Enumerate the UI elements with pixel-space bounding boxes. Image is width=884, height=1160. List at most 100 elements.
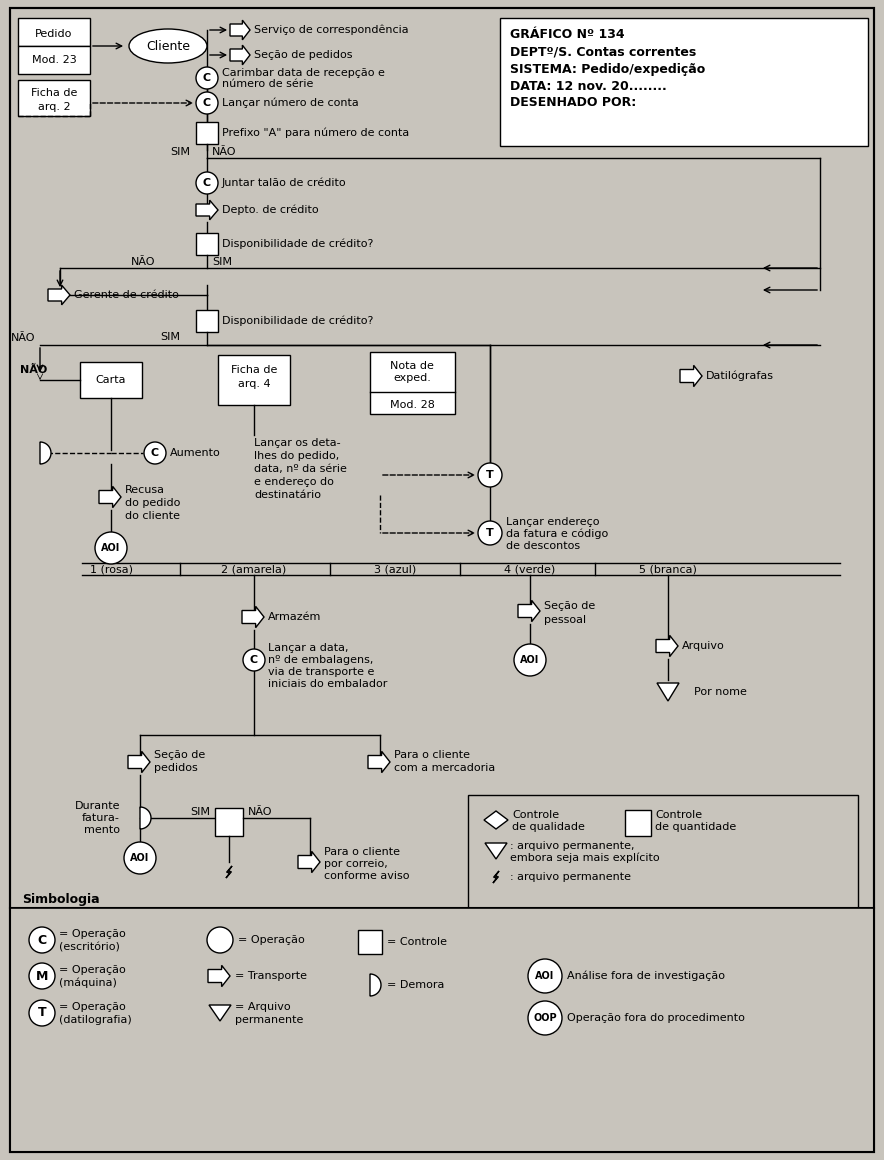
Circle shape xyxy=(207,927,233,954)
Text: = Controle: = Controle xyxy=(387,937,447,947)
Text: Operação fora do procedimento: Operação fora do procedimento xyxy=(567,1013,745,1023)
Text: T: T xyxy=(486,470,494,480)
Text: NÃO: NÃO xyxy=(20,365,47,375)
Circle shape xyxy=(514,644,546,676)
Polygon shape xyxy=(242,607,264,628)
Text: embora seja mais explícito: embora seja mais explícito xyxy=(510,853,659,863)
Polygon shape xyxy=(196,201,218,220)
Text: M: M xyxy=(36,970,49,983)
Polygon shape xyxy=(140,807,151,829)
Polygon shape xyxy=(493,871,499,883)
Text: C: C xyxy=(203,177,211,188)
Bar xyxy=(358,930,382,954)
Text: e endereço do: e endereço do xyxy=(254,477,334,487)
Text: 4 (verde): 4 (verde) xyxy=(505,564,556,574)
Bar xyxy=(196,122,218,144)
Text: por correio,: por correio, xyxy=(324,860,388,869)
Text: AOI: AOI xyxy=(536,971,554,981)
Text: (escritório): (escritório) xyxy=(59,942,120,952)
Text: mento: mento xyxy=(84,825,120,835)
Text: Serviço de correspondência: Serviço de correspondência xyxy=(254,24,408,35)
Text: pessoal: pessoal xyxy=(544,615,586,625)
Text: Lançar a data,: Lançar a data, xyxy=(268,643,348,653)
Text: = Operação: = Operação xyxy=(59,1002,126,1012)
Polygon shape xyxy=(298,851,320,872)
Bar xyxy=(80,362,142,398)
Text: T: T xyxy=(38,1007,46,1020)
Text: Recusa: Recusa xyxy=(125,485,165,495)
Text: Disponibilidade de crédito?: Disponibilidade de crédito? xyxy=(222,239,373,249)
Text: = Demora: = Demora xyxy=(387,980,445,989)
Circle shape xyxy=(29,1000,55,1025)
Text: Mod. 23: Mod. 23 xyxy=(32,55,76,65)
Text: Armazém: Armazém xyxy=(268,612,322,622)
Text: Durante: Durante xyxy=(74,802,120,811)
Bar xyxy=(218,355,290,405)
Text: Mod. 28: Mod. 28 xyxy=(390,400,434,409)
Text: Juntar talão de crédito: Juntar talão de crédito xyxy=(222,177,347,188)
Text: Carta: Carta xyxy=(95,375,126,385)
Text: da fatura e código: da fatura e código xyxy=(506,529,608,539)
Bar xyxy=(18,46,90,74)
Text: = Operação: = Operação xyxy=(238,935,305,945)
Text: conforme aviso: conforme aviso xyxy=(324,871,409,880)
Polygon shape xyxy=(226,867,232,878)
Text: : arquivo permanente: : arquivo permanente xyxy=(510,872,631,882)
Text: Por nome: Por nome xyxy=(694,687,747,697)
Text: Prefixo "A" para número de conta: Prefixo "A" para número de conta xyxy=(222,128,409,138)
Polygon shape xyxy=(484,811,508,829)
Circle shape xyxy=(29,963,55,989)
Polygon shape xyxy=(48,285,70,305)
Text: AOI: AOI xyxy=(521,655,539,665)
Text: Datilógrafas: Datilógrafas xyxy=(706,371,774,382)
Text: C: C xyxy=(203,73,211,84)
Text: Nota de: Nota de xyxy=(390,361,434,371)
Text: Carimbar data de recepção e: Carimbar data de recepção e xyxy=(222,68,385,78)
Text: Lançar os deta-: Lançar os deta- xyxy=(254,438,340,448)
Circle shape xyxy=(95,532,127,564)
Text: GRÁFICO Nº 134: GRÁFICO Nº 134 xyxy=(510,29,625,42)
Text: NÃO: NÃO xyxy=(248,807,272,817)
Circle shape xyxy=(196,92,218,114)
Text: Seção de: Seção de xyxy=(544,601,595,611)
Polygon shape xyxy=(128,752,150,773)
Text: SIM: SIM xyxy=(212,258,232,267)
Bar xyxy=(215,809,243,836)
Text: SIM: SIM xyxy=(190,807,210,817)
Text: permanente: permanente xyxy=(235,1015,303,1025)
Circle shape xyxy=(243,648,265,670)
Text: = Arquivo: = Arquivo xyxy=(235,1002,291,1012)
Text: exped.: exped. xyxy=(393,374,431,383)
Polygon shape xyxy=(209,1005,231,1021)
Bar xyxy=(18,80,90,116)
Text: fatura-: fatura- xyxy=(82,813,120,822)
Text: Depto. de crédito: Depto. de crédito xyxy=(222,205,318,216)
Text: via de transporte e: via de transporte e xyxy=(268,667,375,677)
Text: com a mercadoria: com a mercadoria xyxy=(394,763,495,773)
Text: SISTEMA: Pedido/expedição: SISTEMA: Pedido/expedição xyxy=(510,63,705,75)
Text: Controle: Controle xyxy=(655,810,702,820)
Text: (máquina): (máquina) xyxy=(59,978,117,988)
Text: número de série: número de série xyxy=(222,79,313,89)
Text: C: C xyxy=(37,934,47,947)
Text: Pedido: Pedido xyxy=(35,29,72,39)
Polygon shape xyxy=(656,636,678,657)
Ellipse shape xyxy=(129,29,207,63)
Text: C: C xyxy=(250,655,258,665)
Text: NÃO: NÃO xyxy=(131,258,155,267)
Polygon shape xyxy=(368,752,390,773)
Circle shape xyxy=(196,172,218,194)
Text: arq. 4: arq. 4 xyxy=(238,379,271,389)
Text: Aumento: Aumento xyxy=(170,448,221,458)
Text: Para o cliente: Para o cliente xyxy=(324,847,400,857)
Text: 5 (branca): 5 (branca) xyxy=(639,564,697,574)
Text: NÃO: NÃO xyxy=(11,333,35,343)
Text: NÃO: NÃO xyxy=(212,147,237,157)
Text: Lançar endereço: Lançar endereço xyxy=(506,517,599,527)
Circle shape xyxy=(196,67,218,89)
Circle shape xyxy=(528,959,562,993)
Text: Disponibilidade de crédito?: Disponibilidade de crédito? xyxy=(222,316,373,326)
Text: data, nº da série: data, nº da série xyxy=(254,464,347,474)
Text: 2 (amarela): 2 (amarela) xyxy=(221,564,286,574)
Bar xyxy=(196,233,218,255)
